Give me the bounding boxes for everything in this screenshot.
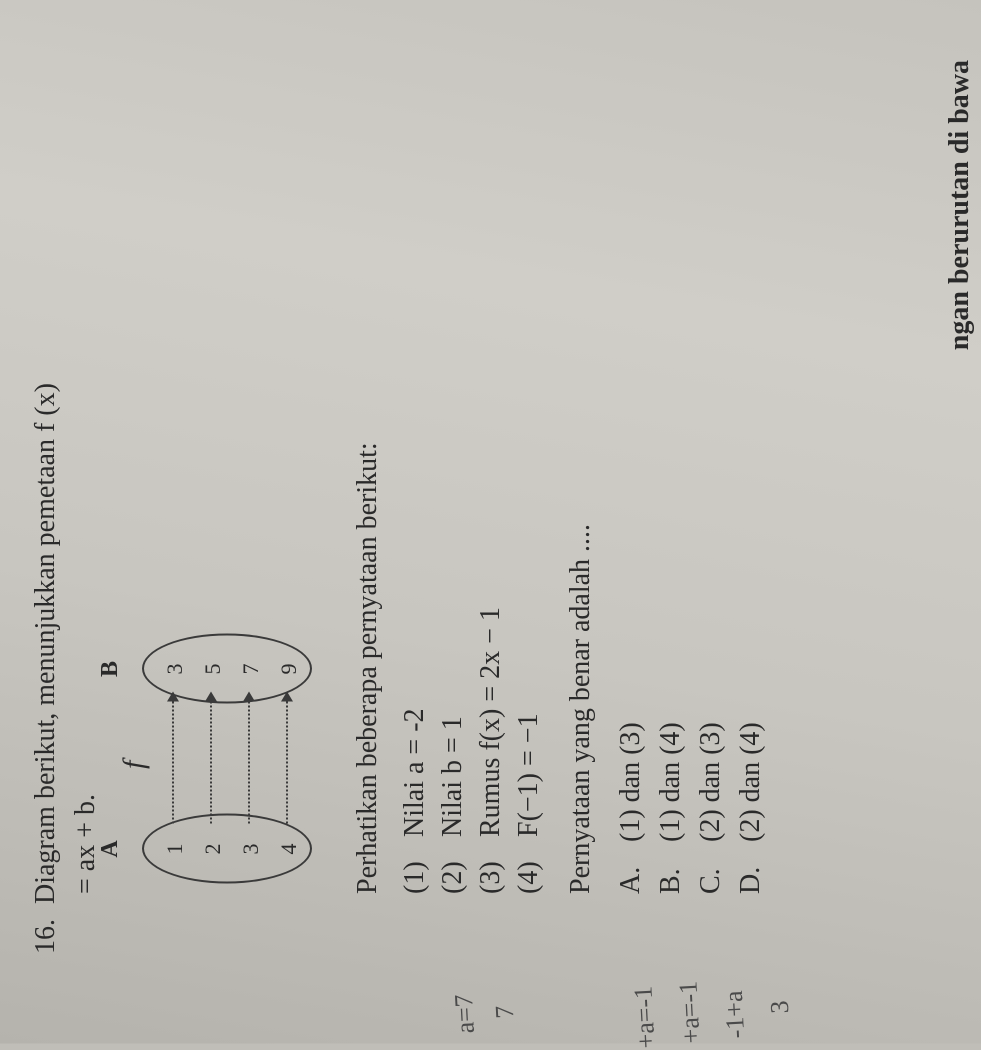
handwritten-note: +a=-1 <box>628 986 661 1050</box>
statement-text: F(−1) = −1 <box>513 713 544 837</box>
option-text: (1) dan (4) <box>655 722 686 842</box>
option-letter: D. <box>735 849 767 894</box>
statement-num: (4) <box>513 844 545 894</box>
set-b-element: 3 <box>162 654 188 684</box>
option-letter: B. <box>655 849 687 894</box>
handwritten-note: a=7 <box>449 994 481 1035</box>
statements-list: (1) Nilai a = -2 (2) Nilai b = 1 (3) Rum… <box>399 50 545 894</box>
statement-text: Rumus f(x) = 2x − 1 <box>475 607 506 837</box>
option-c: C. (2) dan (3) <box>695 50 727 894</box>
mapping-diagram: A B f 13253749 <box>122 564 322 884</box>
handwritten-note: 7 <box>490 1005 521 1020</box>
option-text: (2) dan (3) <box>695 722 726 842</box>
statement-1: (1) Nilai a = -2 <box>399 50 431 894</box>
statement-text: Nilai b = 1 <box>437 716 468 837</box>
conclusion-text: Pernyataan yang benar adalah .... <box>565 50 597 894</box>
option-a: A. (1) dan (3) <box>615 50 647 894</box>
statement-num: (1) <box>399 844 431 894</box>
mapping-arrow <box>172 694 174 824</box>
page-content: 16. Diagram berikut, menunjukkan pemetaa… <box>0 0 981 1044</box>
option-letter: C. <box>695 849 727 894</box>
options-list: A. (1) dan (3) B. (1) dan (4) C. (2) dan… <box>615 50 767 894</box>
set-a-element: 2 <box>200 834 226 864</box>
set-a-element: 1 <box>162 834 188 864</box>
instruction-text: Perhatikan beberapa pernyataan berikut: <box>352 50 384 894</box>
option-text: (1) dan (3) <box>615 722 646 842</box>
cutoff-text: ngan berurutan di bawa <box>944 60 976 350</box>
set-a-element: 3 <box>238 834 264 864</box>
set-b-element: 7 <box>238 654 264 684</box>
mapping-arrow <box>210 694 212 824</box>
question-header: 16. Diagram berikut, menunjukkan pemetaa… <box>30 50 62 954</box>
set-b-element: 5 <box>200 654 226 684</box>
set-b-label: B <box>97 634 124 704</box>
option-letter: A. <box>615 849 647 894</box>
question-text: Diagram berikut, menunjukkan pemetaan f … <box>30 383 61 904</box>
statement-4: (4) F(−1) = −1 <box>513 50 545 894</box>
statement-2: (2) Nilai b = 1 <box>437 50 469 894</box>
option-text: (2) dan (4) <box>735 722 766 842</box>
set-a-element: 4 <box>276 834 302 864</box>
statement-text: Nilai a = -2 <box>399 708 430 837</box>
handwritten-note: +a=-1 <box>673 981 706 1045</box>
set-b-element: 9 <box>276 654 302 684</box>
statement-3: (3) Rumus f(x) = 2x − 1 <box>475 50 507 894</box>
mapping-arrow <box>248 694 250 824</box>
option-d: D. (2) dan (4) <box>735 50 767 894</box>
function-label: f <box>117 761 151 769</box>
set-a-label: A <box>97 814 124 884</box>
handwritten-note: 3 <box>765 1000 796 1015</box>
formula-line: = ax + b. <box>70 50 102 894</box>
handwritten-note: -1+a <box>719 990 751 1039</box>
option-b: B. (1) dan (4) <box>655 50 687 894</box>
statement-num: (2) <box>437 844 469 894</box>
statement-num: (3) <box>475 844 507 894</box>
question-number: 16. <box>30 919 62 954</box>
mapping-arrow <box>286 694 288 824</box>
